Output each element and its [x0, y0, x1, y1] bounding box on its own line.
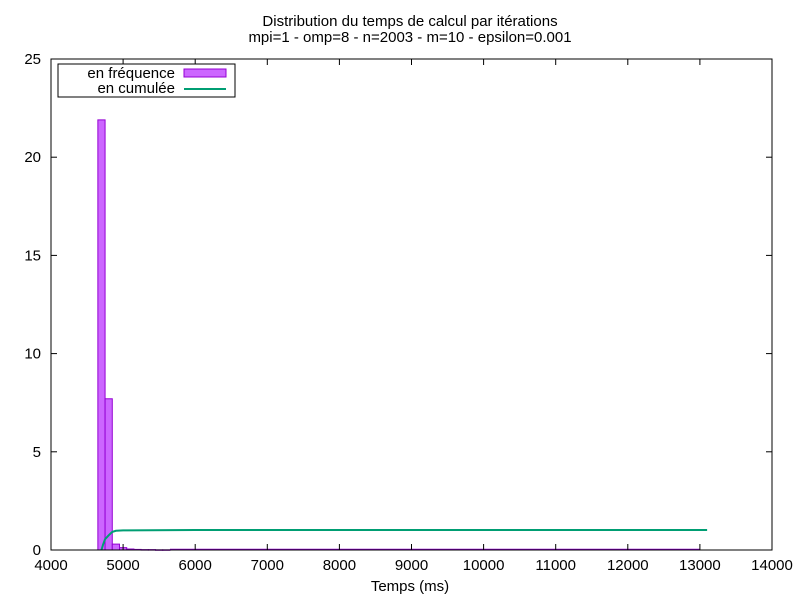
x-tick-label: 8000: [323, 557, 356, 574]
histogram-bar: [111, 543, 120, 551]
y-tick-label: 5: [33, 444, 41, 461]
x-tick-label: 13000: [679, 557, 721, 574]
x-tick-label: 6000: [179, 557, 212, 574]
cumulative-line-layer: [100, 528, 708, 551]
cumulative-line: [100, 528, 708, 551]
legend-swatch-frequency: [183, 68, 227, 78]
legend: en fréquence en cumulée: [57, 63, 236, 98]
chart-subtitle: mpi=1 - omp=8 - n=2003 - m=10 - epsilon=…: [248, 29, 571, 46]
x-tick-label: 11000: [535, 557, 576, 574]
plot-frame: [50, 58, 773, 551]
x-tick-label: 9000: [395, 557, 428, 574]
histogram-bar: [97, 119, 106, 551]
chart-title: Distribution du temps de calcul par itér…: [262, 13, 557, 30]
y-tick-label: 20: [24, 149, 41, 166]
y-axis-ticks: 0 5 10 15 20 25: [24, 51, 772, 559]
x-tick-label: 14000: [751, 557, 793, 574]
x-axis-label: Temps (ms): [371, 578, 449, 595]
y-tick-label: 10: [24, 346, 41, 363]
y-tick-label: 15: [24, 247, 41, 264]
x-tick-label: 5000: [106, 557, 139, 574]
legend-box: [57, 63, 236, 98]
y-tick-label: 0: [33, 542, 41, 559]
x-tick-label: 7000: [251, 557, 284, 574]
x-tick-label: 12000: [607, 557, 649, 574]
x-tick-label: 4000: [34, 557, 67, 574]
x-tick-label: 10000: [463, 557, 505, 574]
histogram-bar: [104, 398, 113, 551]
legend-label-frequency: en fréquence: [87, 65, 175, 82]
histogram-bars: [97, 119, 700, 551]
legend-label-cumulative: en cumulée: [97, 80, 175, 97]
x-axis-ticks: 4000 5000 6000 7000 8000 9000 10000 11000 12000 1…: [34, 59, 793, 574]
y-tick-label: 25: [24, 51, 41, 68]
